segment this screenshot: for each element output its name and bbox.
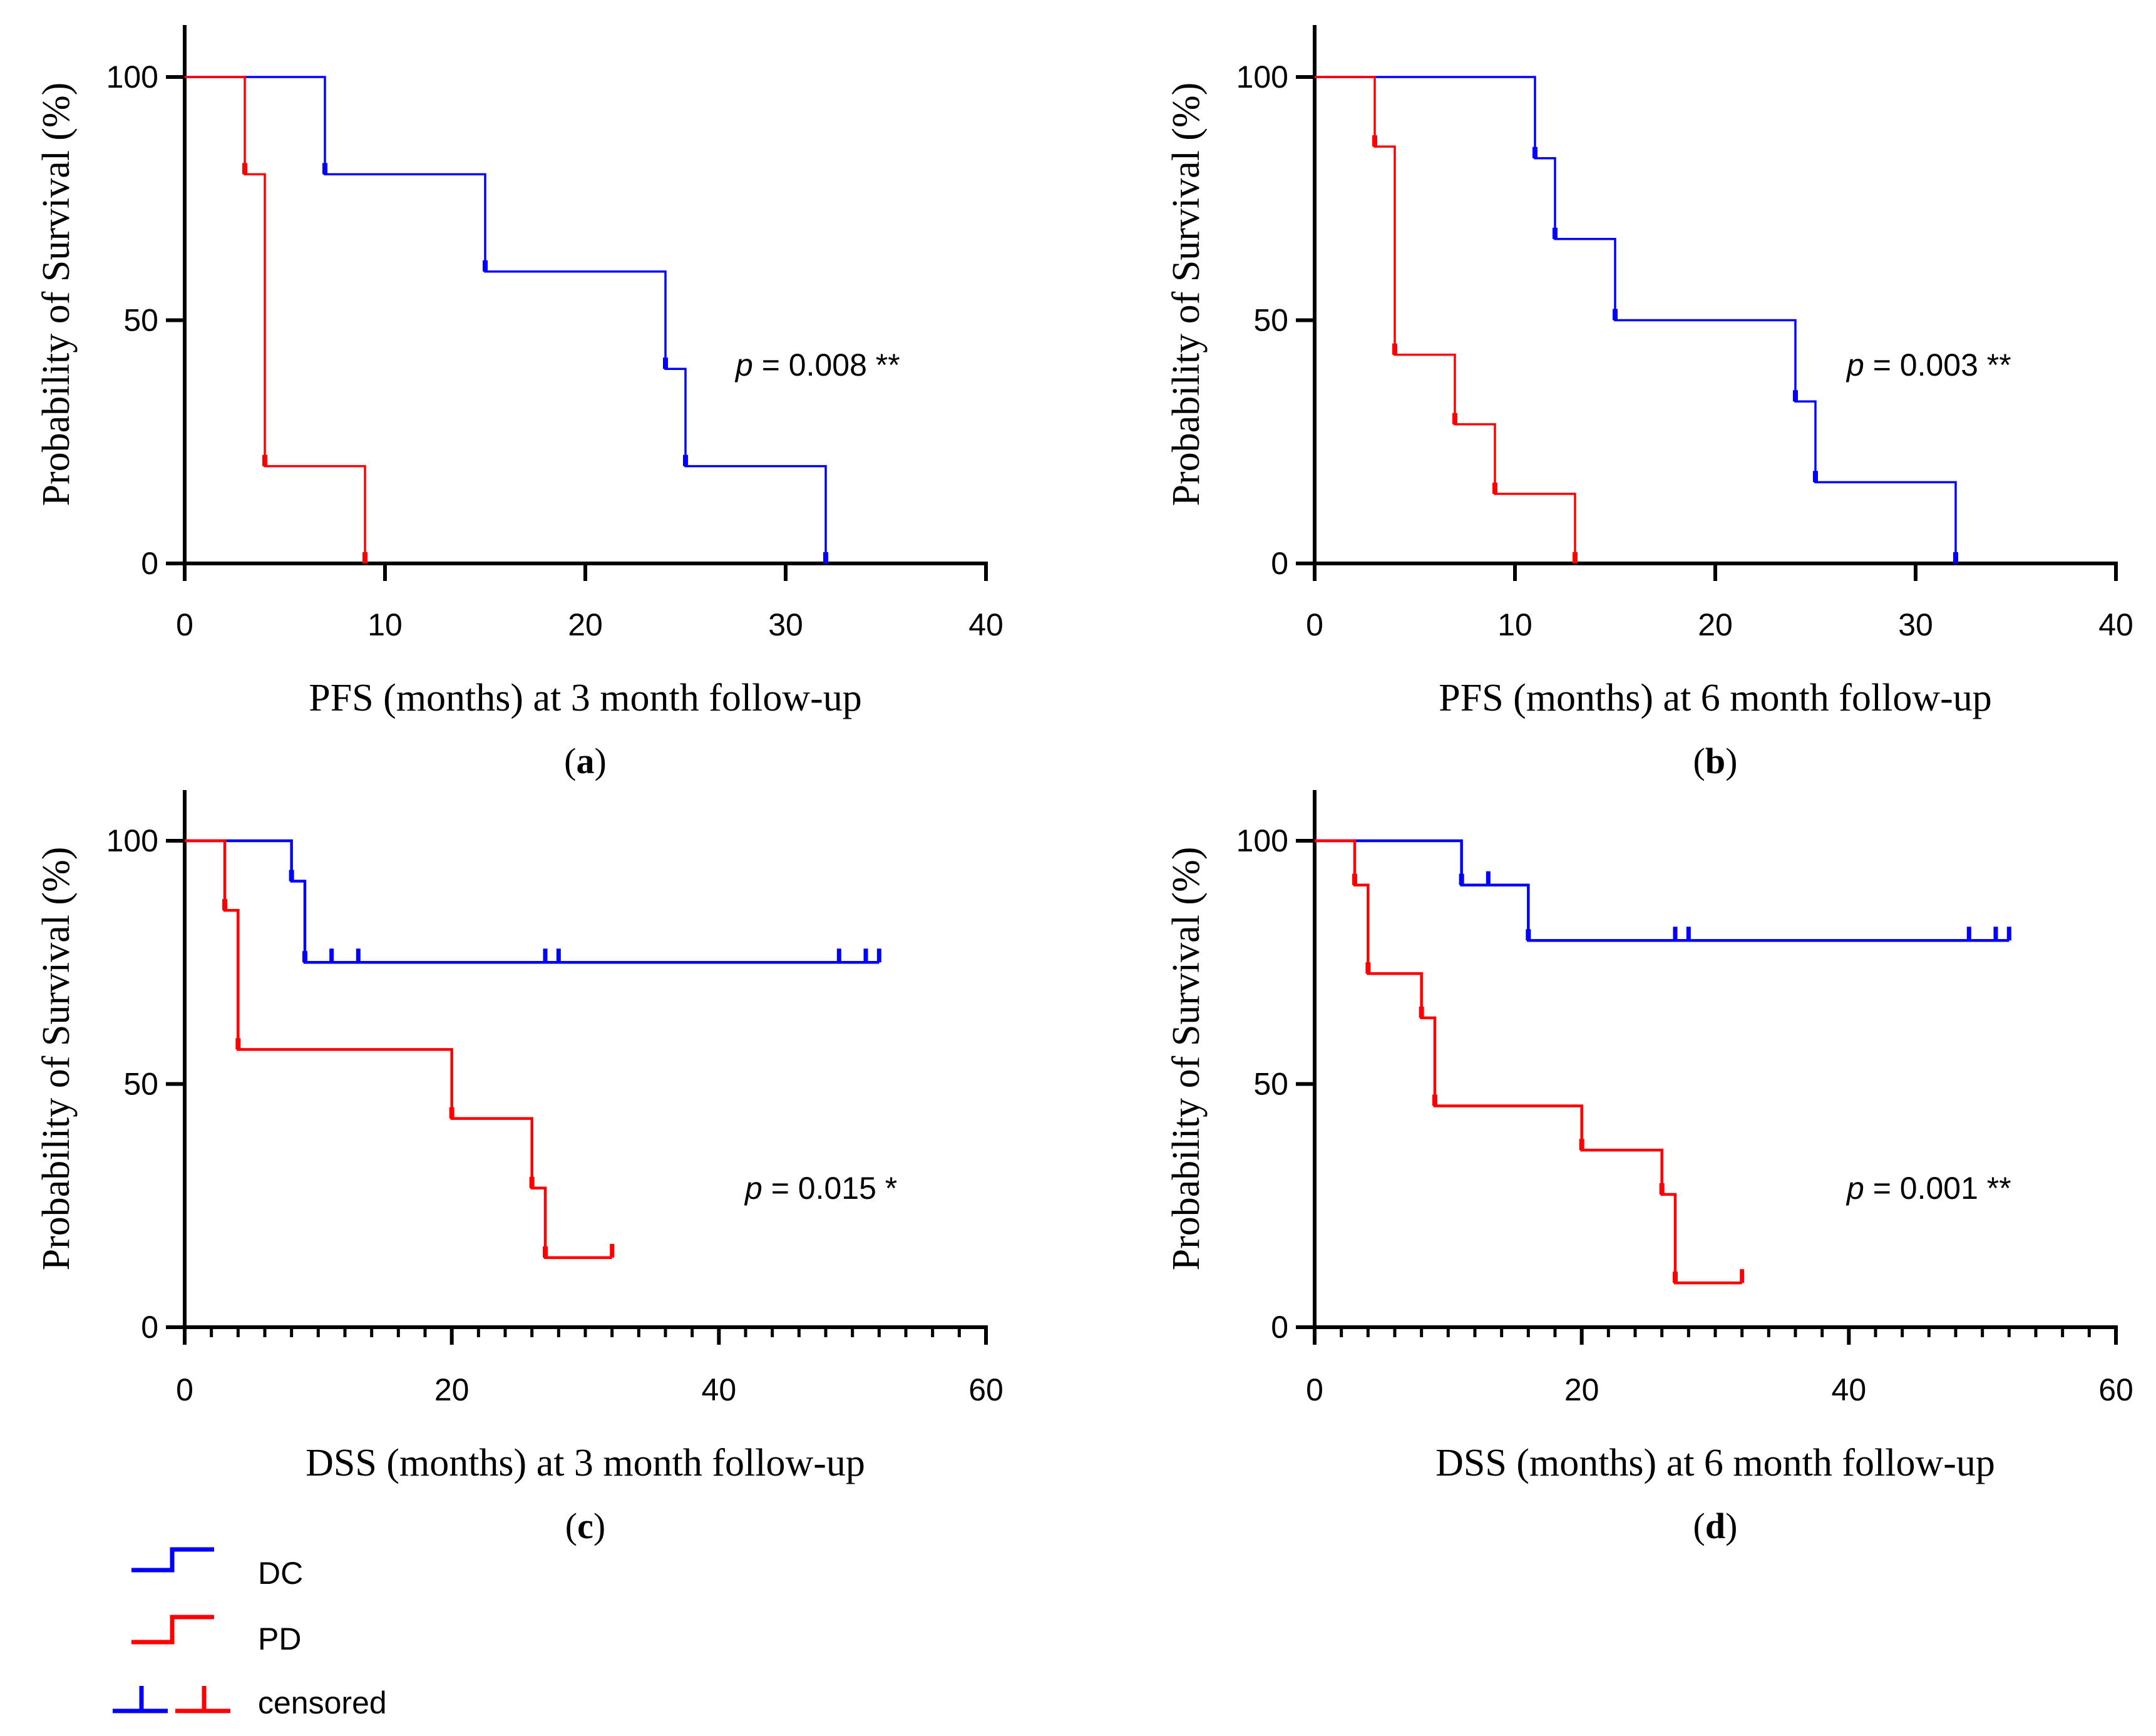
y-tick-label: 50 bbox=[1253, 303, 1288, 338]
x-tick-label: 20 bbox=[1564, 1372, 1599, 1407]
panel-c: 0 20 40 60 0 50 100 Probability of Survival (%)… bbox=[35, 790, 1004, 1546]
legend-dc-swatch bbox=[131, 1547, 214, 1573]
x-tick-label: 30 bbox=[768, 607, 803, 642]
x-axis-label: DSS (months) at 6 month follow-up bbox=[1435, 1442, 1995, 1484]
y-axis-label: Probability of Survival (%) bbox=[35, 83, 78, 506]
p-value-text: p = 0.001 ** bbox=[1845, 1171, 2011, 1206]
panel-b: 0 10 20 30 40 0 50 100 Probability of Survival (… bbox=[1165, 25, 2133, 781]
y-tick-label: 0 bbox=[1271, 1310, 1288, 1345]
p-value-text: p = 0.003 ** bbox=[1845, 347, 2011, 383]
x-tick-label: 60 bbox=[968, 1372, 1004, 1407]
series-pd-curve bbox=[185, 76, 366, 563]
x-tick-label: 20 bbox=[568, 607, 603, 642]
x-tick-label: 0 bbox=[1306, 1372, 1323, 1407]
legend-dc-label: DC bbox=[258, 1556, 303, 1591]
y-axis-label: Probability of Survival (%) bbox=[35, 847, 78, 1271]
x-tick-label: 20 bbox=[1698, 607, 1733, 642]
panel-label: (a) bbox=[564, 741, 607, 781]
legend-censored-red-swatch bbox=[175, 1686, 230, 1713]
y-tick-label: 0 bbox=[141, 546, 158, 581]
x-tick-label: 40 bbox=[2098, 607, 2133, 642]
y-tick-label: 0 bbox=[1271, 546, 1288, 581]
legend-pd-label: PD bbox=[258, 1621, 301, 1656]
panel-a: 0 10 20 30 40 0 50 100 Probability of Survival (… bbox=[35, 25, 1004, 781]
panel-label: (d) bbox=[1693, 1506, 1738, 1546]
series-dc-curve bbox=[185, 839, 880, 964]
panel-label: (b) bbox=[1693, 741, 1738, 781]
p-value-text: p = 0.015 * bbox=[744, 1171, 897, 1206]
x-tick-label: 0 bbox=[1306, 607, 1323, 642]
y-tick-label: 100 bbox=[1236, 823, 1288, 858]
legend-pd-swatch bbox=[131, 1615, 214, 1645]
y-tick-label: 0 bbox=[141, 1310, 158, 1345]
x-tick-label: 60 bbox=[2098, 1372, 2133, 1407]
series-pd-curve bbox=[1315, 839, 1742, 1285]
y-tick-label: 50 bbox=[123, 1067, 158, 1102]
series-dc-curve bbox=[1315, 839, 2010, 942]
x-tick-label: 40 bbox=[702, 1372, 737, 1407]
x-tick-label: 40 bbox=[1832, 1372, 1867, 1407]
x-tick-label: 30 bbox=[1898, 607, 1933, 642]
y-tick-label: 50 bbox=[1253, 1067, 1288, 1102]
y-tick-label: 100 bbox=[1236, 59, 1288, 95]
x-tick-label: 0 bbox=[176, 607, 193, 642]
panel-d: 0 20 40 60 0 50 100 Probability of Survival (%)… bbox=[1165, 790, 2133, 1546]
series-dc-curve bbox=[185, 76, 827, 563]
x-axis-label: PFS (months) at 6 month follow-up bbox=[1439, 677, 1992, 719]
x-tick-label: 20 bbox=[434, 1372, 470, 1407]
legend-censored-label: censored bbox=[258, 1685, 387, 1720]
x-axis-label: PFS (months) at 3 month follow-up bbox=[309, 677, 862, 719]
y-tick-label: 50 bbox=[123, 303, 158, 338]
p-value-text: p = 0.008 ** bbox=[734, 347, 900, 383]
y-axis-label: Probability of Survival (%) bbox=[1165, 847, 1208, 1271]
x-tick-label: 0 bbox=[176, 1372, 193, 1407]
x-tick-label: 10 bbox=[367, 607, 403, 642]
x-tick-label: 10 bbox=[1497, 607, 1532, 642]
series-dc-curve bbox=[1315, 76, 1957, 563]
series-pd-curve bbox=[185, 839, 612, 1260]
panel-label: (c) bbox=[565, 1506, 605, 1546]
series-pd-curve bbox=[1315, 76, 1576, 563]
x-axis-label: DSS (months) at 3 month follow-up bbox=[305, 1442, 865, 1484]
y-axis-label: Probability of Survival (%) bbox=[1165, 83, 1208, 506]
y-tick-label: 100 bbox=[106, 59, 158, 95]
y-tick-label: 100 bbox=[106, 823, 158, 858]
legend-censored-blue-swatch bbox=[113, 1686, 168, 1713]
x-tick-label: 40 bbox=[968, 607, 1004, 642]
legend: DC PD censored bbox=[113, 1547, 387, 1720]
